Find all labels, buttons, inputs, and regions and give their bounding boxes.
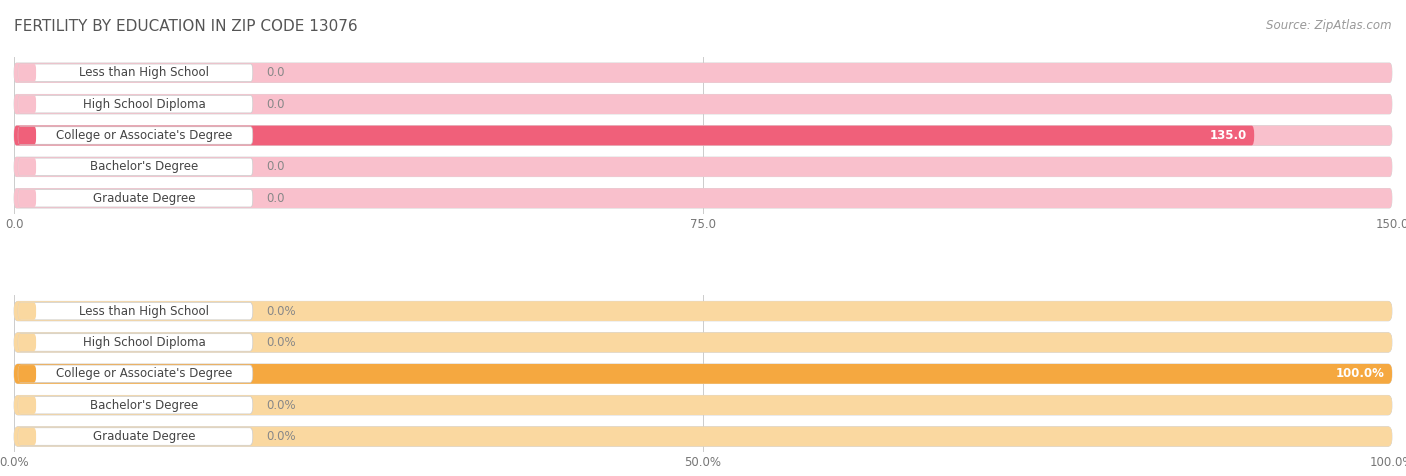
FancyBboxPatch shape — [18, 428, 37, 445]
FancyBboxPatch shape — [18, 64, 37, 81]
Text: Bachelor's Degree: Bachelor's Degree — [90, 160, 198, 173]
Text: Less than High School: Less than High School — [79, 305, 209, 317]
Text: Source: ZipAtlas.com: Source: ZipAtlas.com — [1267, 19, 1392, 32]
Text: 100.0%: 100.0% — [1336, 367, 1385, 380]
FancyBboxPatch shape — [18, 397, 253, 414]
FancyBboxPatch shape — [14, 426, 1392, 446]
Text: FERTILITY BY EDUCATION IN ZIP CODE 13076: FERTILITY BY EDUCATION IN ZIP CODE 13076 — [14, 19, 357, 34]
Text: 0.0%: 0.0% — [267, 336, 297, 349]
FancyBboxPatch shape — [14, 364, 1392, 384]
FancyBboxPatch shape — [18, 365, 37, 383]
FancyBboxPatch shape — [14, 188, 1392, 208]
FancyBboxPatch shape — [14, 188, 1392, 208]
FancyBboxPatch shape — [18, 302, 253, 320]
FancyBboxPatch shape — [14, 333, 1392, 352]
FancyBboxPatch shape — [14, 396, 1392, 415]
Text: College or Associate's Degree: College or Associate's Degree — [56, 129, 232, 142]
Text: Less than High School: Less than High School — [79, 66, 209, 79]
FancyBboxPatch shape — [18, 365, 253, 383]
FancyBboxPatch shape — [18, 189, 37, 207]
Text: High School Diploma: High School Diploma — [83, 98, 205, 110]
FancyBboxPatch shape — [18, 189, 253, 207]
FancyBboxPatch shape — [14, 63, 1392, 83]
Text: 0.0%: 0.0% — [267, 430, 297, 443]
FancyBboxPatch shape — [14, 426, 1392, 446]
FancyBboxPatch shape — [14, 396, 1392, 415]
Text: 0.0%: 0.0% — [267, 399, 297, 412]
FancyBboxPatch shape — [14, 126, 1392, 145]
Text: 135.0: 135.0 — [1211, 129, 1247, 142]
FancyBboxPatch shape — [18, 334, 253, 351]
FancyBboxPatch shape — [14, 301, 1392, 321]
Text: Graduate Degree: Graduate Degree — [93, 192, 195, 205]
Text: 0.0: 0.0 — [267, 66, 285, 79]
FancyBboxPatch shape — [18, 397, 37, 414]
Text: 0.0: 0.0 — [267, 192, 285, 205]
FancyBboxPatch shape — [14, 63, 1392, 83]
FancyBboxPatch shape — [14, 126, 1254, 145]
FancyBboxPatch shape — [14, 94, 1392, 114]
Text: Bachelor's Degree: Bachelor's Degree — [90, 399, 198, 412]
FancyBboxPatch shape — [14, 333, 1392, 352]
FancyBboxPatch shape — [18, 302, 37, 320]
FancyBboxPatch shape — [14, 94, 1392, 114]
FancyBboxPatch shape — [18, 334, 37, 351]
Text: High School Diploma: High School Diploma — [83, 336, 205, 349]
Text: 0.0: 0.0 — [267, 98, 285, 110]
FancyBboxPatch shape — [18, 95, 37, 113]
FancyBboxPatch shape — [14, 364, 1392, 384]
Text: Graduate Degree: Graduate Degree — [93, 430, 195, 443]
FancyBboxPatch shape — [14, 364, 1392, 384]
FancyBboxPatch shape — [14, 126, 1392, 145]
FancyBboxPatch shape — [18, 158, 253, 176]
FancyBboxPatch shape — [18, 428, 253, 445]
FancyBboxPatch shape — [14, 301, 1392, 321]
FancyBboxPatch shape — [18, 95, 253, 113]
FancyBboxPatch shape — [18, 158, 37, 176]
FancyBboxPatch shape — [18, 64, 253, 81]
FancyBboxPatch shape — [14, 157, 1392, 177]
Text: 0.0: 0.0 — [267, 160, 285, 173]
Text: 0.0%: 0.0% — [267, 305, 297, 317]
FancyBboxPatch shape — [18, 127, 253, 144]
FancyBboxPatch shape — [18, 127, 37, 144]
FancyBboxPatch shape — [14, 157, 1392, 177]
Text: College or Associate's Degree: College or Associate's Degree — [56, 367, 232, 380]
